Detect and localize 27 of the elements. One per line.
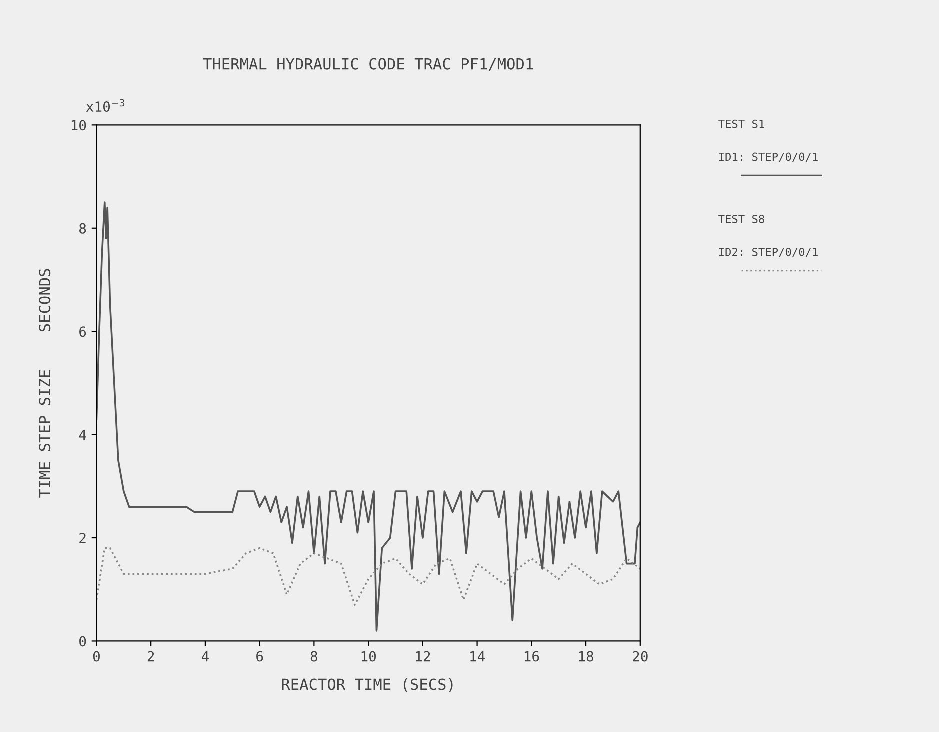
y-tick-label: 2 xyxy=(80,533,86,544)
x-tick-label: 4 xyxy=(202,651,209,662)
x-tick-label: 18 xyxy=(579,651,594,662)
y-tick-label: 10 xyxy=(72,120,86,131)
text: x10$^{−3}$ xyxy=(86,99,125,112)
line-series xyxy=(96,202,640,632)
chart-title: THERMAL HYDRAULIC CODE TRAC PF1/MOD1 xyxy=(203,58,534,72)
line-series xyxy=(96,547,640,606)
x-tick-label: 8 xyxy=(310,651,318,662)
text: TEST S8 xyxy=(718,215,764,224)
y-tick-label: 4 xyxy=(79,430,86,440)
x-axis-title: REACTOR TIME (SECS) xyxy=(282,678,453,692)
x-tick-label: 2 xyxy=(148,651,154,662)
x-tick-label: 6 xyxy=(256,651,264,662)
text: ID2: STEP/0/0/1 xyxy=(719,248,818,258)
y-tick-label: 0 xyxy=(80,636,86,647)
y-tick-label: 6 xyxy=(80,326,86,338)
x-tick-label: 20 xyxy=(633,651,648,662)
x-tick-label: 0 xyxy=(93,651,100,662)
y-axis-title: TIME STEP SIZE SECONDS xyxy=(39,269,51,498)
text: ID1: STEP/0/0/1 xyxy=(719,152,818,162)
y-tick-label: 8 xyxy=(80,223,86,234)
x-tick-label: 12 xyxy=(416,651,430,662)
text: TEST S1 xyxy=(718,120,764,128)
x-tick-label: 14 xyxy=(470,651,485,662)
x-tick-label: 16 xyxy=(524,651,540,662)
x-tick-label: 10 xyxy=(362,651,376,662)
